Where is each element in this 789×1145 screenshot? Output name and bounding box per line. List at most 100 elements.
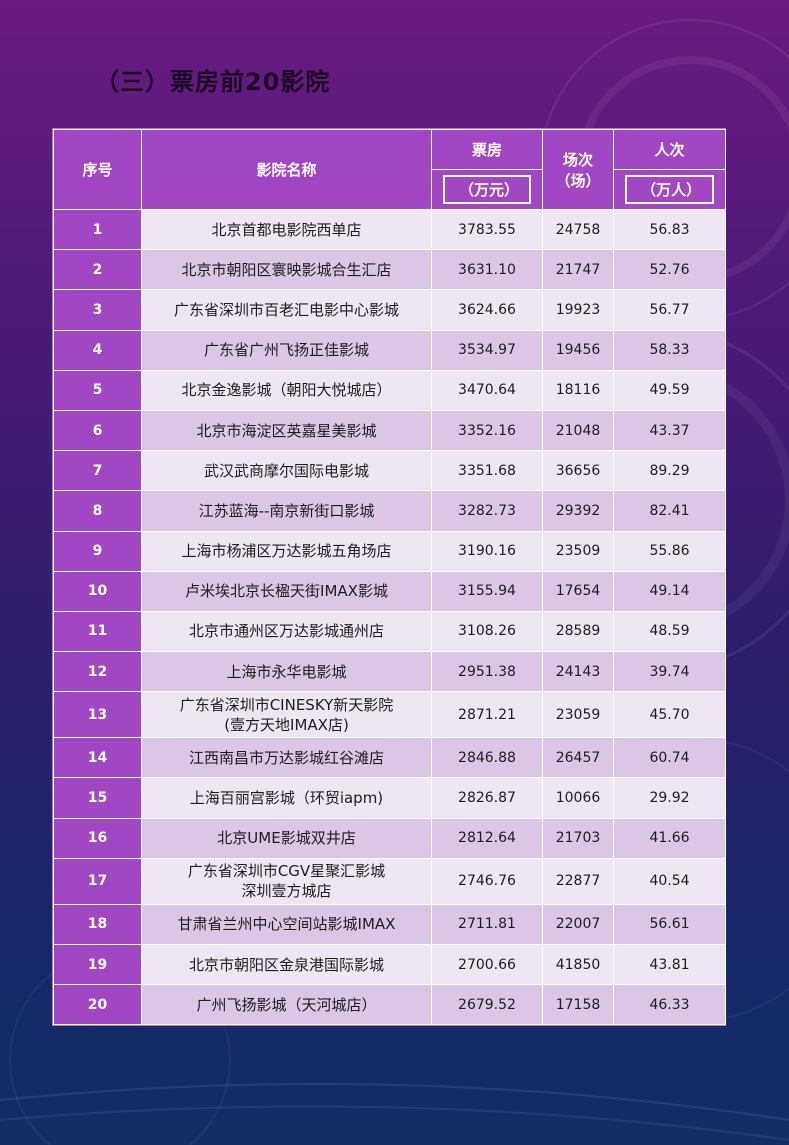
box-office-value: 2700.66 — [431, 943, 543, 986]
header-box-office-unit-cell: （万元） — [431, 169, 543, 210]
cinema-name-line: 广东省深圳市CINESKY新天影院 — [179, 695, 394, 714]
box-office-value: 3282.73 — [431, 490, 543, 532]
row-index: 4 — [53, 329, 142, 371]
admissions-value: 82.41 — [613, 490, 726, 532]
header-admissions-unit-cell: （万人） — [613, 169, 726, 210]
box-office-value: 3624.66 — [431, 289, 543, 331]
page-title: （三）票房前20影院 — [95, 68, 331, 96]
row-index: 1 — [53, 208, 142, 251]
table-row: 7 武汉武商摩尔国际电影城 3351.68 36656 89.29 — [53, 450, 726, 492]
cinema-name: 广东省广州飞扬正佳影城 — [141, 329, 432, 371]
cinema-name-line: 广州飞扬影城（天河城店） — [196, 995, 377, 1014]
cinema-name-line: 北京首都电影院西单店 — [211, 220, 362, 239]
cinema-name: 北京市海淀区英嘉星美影城 — [141, 409, 432, 452]
cinema-name: 广东省深圳市百老汇电影中心影城 — [141, 289, 432, 331]
table-row: 8 江苏蓝海--南京新街口影城 3282.73 29392 82.41 — [53, 490, 726, 532]
cinema-name-line: 上海市永华电影城 — [226, 662, 347, 681]
table-row: 4 广东省广州飞扬正佳影城 3534.97 19456 58.33 — [53, 329, 726, 371]
cinema-name: 上海市杨浦区万达影城五角场店 — [141, 530, 432, 572]
admissions-value: 45.70 — [613, 691, 726, 739]
table-row: 6 北京市海淀区英嘉星美影城 3352.16 21048 43.37 — [53, 409, 726, 452]
admissions-value: 60.74 — [613, 737, 726, 779]
admissions-value: 41.66 — [613, 817, 726, 859]
admissions-value: 52.76 — [613, 249, 726, 291]
header-screenings-label: 场次 — [562, 150, 593, 169]
cinema-name-line: 北京金逸影城（朝阳大悦城店） — [181, 381, 392, 400]
screenings-value: 10066 — [542, 777, 614, 819]
cinema-name: 北京市通州区万达影城通州店 — [141, 610, 432, 653]
table-row: 3 广东省深圳市百老汇电影中心影城 3624.66 19923 56.77 — [53, 289, 726, 331]
box-office-value: 2746.76 — [431, 857, 543, 905]
cinema-name-line: 深圳壹方城店 — [241, 882, 332, 901]
ranking-table: 序号 影院名称 票房 场次 （场） 人次 （万元） （万人） 1 北京首都电影院西… — [52, 128, 726, 1027]
box-office-value: 3783.55 — [431, 208, 543, 251]
header-index: 序号 — [53, 129, 142, 210]
cinema-name: 上海市永华电影城 — [141, 651, 432, 693]
box-office-value: 3534.97 — [431, 329, 543, 371]
admissions-value: 43.37 — [613, 409, 726, 452]
cinema-name-line: 江西南昌市万达影城红谷滩店 — [188, 748, 384, 767]
admissions-value: 49.59 — [613, 369, 726, 411]
cinema-name: 北京金逸影城（朝阳大悦城店） — [141, 369, 432, 411]
row-index: 10 — [53, 570, 142, 612]
cinema-name-line: 上海市杨浦区万达影城五角场店 — [181, 542, 392, 561]
box-office-value: 3108.26 — [431, 610, 543, 653]
admissions-value: 58.33 — [613, 329, 726, 371]
row-index: 7 — [53, 450, 142, 492]
box-office-value: 3631.10 — [431, 249, 543, 291]
cinema-name-line: 武汉武商摩尔国际电影城 — [203, 461, 369, 480]
screenings-value: 17654 — [542, 570, 614, 612]
box-office-value: 3155.94 — [431, 570, 543, 612]
cinema-name: 广东省深圳市CINESKY新天影院 (壹方天地IMAX店) — [141, 691, 432, 739]
table-row: 11 北京市通州区万达影城通州店 3108.26 28589 48.59 — [53, 610, 726, 653]
cinema-name-line: 广东省广州飞扬正佳影城 — [203, 341, 369, 360]
screenings-value: 36656 — [542, 450, 614, 492]
cinema-name-line: 北京市海淀区英嘉星美影城 — [196, 421, 377, 440]
row-index: 9 — [53, 530, 142, 572]
screenings-value: 29392 — [542, 490, 614, 532]
admissions-value: 29.92 — [613, 777, 726, 819]
box-office-value: 3352.16 — [431, 409, 543, 452]
cinema-name: 北京首都电影院西单店 — [141, 208, 432, 251]
cinema-name: 武汉武商摩尔国际电影城 — [141, 450, 432, 492]
header-box-office: 票房 — [431, 129, 543, 170]
row-index: 20 — [53, 984, 142, 1026]
row-index: 8 — [53, 490, 142, 532]
cinema-name: 北京市朝阳区金泉港国际影城 — [141, 943, 432, 986]
cinema-name: 甘肃省兰州中心空间站影城IMAX — [141, 903, 432, 946]
screenings-value: 23059 — [542, 691, 614, 739]
table-row: 10 卢米埃北京长楹天街IMAX影城 3155.94 17654 49.14 — [53, 570, 726, 612]
row-index: 3 — [53, 289, 142, 331]
cinema-name-line: 江苏蓝海--南京新街口影城 — [198, 501, 375, 520]
header-admissions-unit: （万人） — [625, 175, 714, 204]
cinema-name: 上海百丽宫影城（环贸iapm) — [141, 777, 432, 819]
screenings-value: 18116 — [542, 369, 614, 411]
screenings-value: 21048 — [542, 409, 614, 452]
screenings-value: 21703 — [542, 817, 614, 859]
box-office-value: 3351.68 — [431, 450, 543, 492]
cinema-name-line: 上海百丽宫影城（环贸iapm) — [189, 789, 384, 808]
row-index: 16 — [53, 817, 142, 859]
row-index: 5 — [53, 369, 142, 411]
admissions-value: 56.61 — [613, 903, 726, 946]
row-index: 19 — [53, 943, 142, 986]
screenings-value: 23509 — [542, 530, 614, 572]
cinema-name-line: 卢米埃北京长楹天街IMAX影城 — [185, 582, 388, 601]
admissions-value: 56.83 — [613, 208, 726, 251]
cinema-name-line: 北京UME影城双井店 — [217, 829, 356, 848]
cinema-name: 卢米埃北京长楹天街IMAX影城 — [141, 570, 432, 612]
table-row: 15 上海百丽宫影城（环贸iapm) 2826.87 10066 29.92 — [53, 777, 726, 819]
admissions-value: 43.81 — [613, 943, 726, 986]
row-index: 14 — [53, 737, 142, 779]
table-row: 16 北京UME影城双井店 2812.64 21703 41.66 — [53, 817, 726, 859]
header-admissions: 人次 — [613, 129, 726, 170]
screenings-value: 24143 — [542, 651, 614, 693]
box-office-value: 2951.38 — [431, 651, 543, 693]
table-row: 14 江西南昌市万达影城红谷滩店 2846.88 26457 60.74 — [53, 737, 726, 779]
table-row: 13 广东省深圳市CINESKY新天影院 (壹方天地IMAX店) 2871.21 230… — [53, 691, 726, 739]
row-index: 11 — [53, 610, 142, 653]
table-row: 2 北京市朝阳区寰映影城合生汇店 3631.10 21747 52.76 — [53, 249, 726, 291]
header-name: 影院名称 — [141, 129, 432, 210]
screenings-value: 17158 — [542, 984, 614, 1026]
header-box-office-unit: （万元） — [443, 175, 531, 204]
